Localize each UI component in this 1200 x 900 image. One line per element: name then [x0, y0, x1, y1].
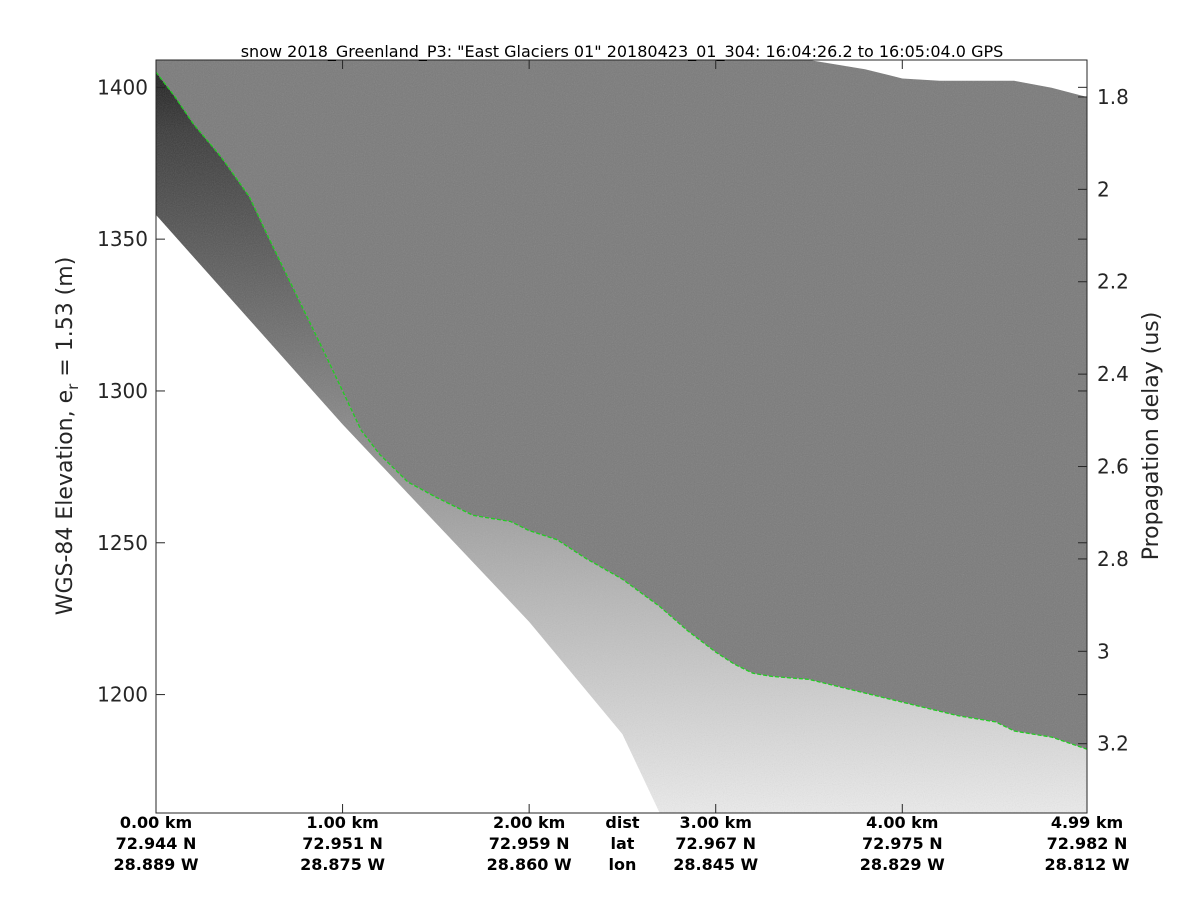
row-label-lat: lat [610, 834, 634, 853]
right-tick-label: 1.8 [1097, 85, 1129, 109]
x-tick-dist-label: 4.00 km [866, 813, 938, 832]
x-tick-dist-label: 0.00 km [120, 813, 192, 832]
left-axis-ticks: 1200 1250 1300 1350 1400 [97, 75, 1087, 707]
x-tick-lat-label: 72.959 N [489, 834, 570, 853]
x-tick-lon-label: 28.889 W [114, 855, 199, 874]
row-label-dist: dist [605, 813, 639, 832]
right-tick-label: 2.4 [1097, 362, 1129, 386]
no-data-bottom-region [156, 214, 1087, 813]
row-label-lon: lon [608, 855, 636, 874]
left-tick-label: 1250 [97, 531, 148, 555]
right-axis-ticks: 1.8 2 2.2 2.4 2.6 2.8 3 3.2 [1078, 85, 1129, 756]
right-tick-label: 3.2 [1097, 732, 1129, 756]
chart-title: snow 2018_Greenland_P3: "East Glaciers 0… [241, 42, 1004, 62]
x-tick-lon-label: 28.875 W [300, 855, 385, 874]
x-tick-dist-label: 1.00 km [306, 813, 378, 832]
x-tick-lon-label: 28.829 W [860, 855, 945, 874]
x-tick-dist-label: 2.00 km [493, 813, 565, 832]
right-tick-label: 2.2 [1097, 270, 1129, 294]
right-axis-label: Propagation delay (us) [1139, 312, 1164, 561]
x-tick-lat-label: 72.944 N [116, 834, 197, 853]
x-tick-lon-label: 28.845 W [673, 855, 758, 874]
right-tick-label: 3 [1097, 639, 1110, 663]
right-tick-label: 2.6 [1097, 455, 1129, 479]
x-tick-lat-label: 72.967 N [675, 834, 756, 853]
no-data-top-region [156, 60, 1087, 97]
x-tick-dist-label: 4.99 km [1051, 813, 1123, 832]
left-tick-label: 1200 [97, 683, 148, 707]
x-tick-lon-label: 28.812 W [1045, 855, 1130, 874]
x-tick-lat-label: 72.982 N [1047, 834, 1128, 853]
x-tick-dist-label: 3.00 km [680, 813, 752, 832]
x-tick-lat-label: 72.975 N [862, 834, 943, 853]
right-tick-label: 2.8 [1097, 547, 1129, 571]
left-tick-label: 1400 [97, 75, 148, 99]
x-tick-lon-label: 28.860 W [487, 855, 572, 874]
left-tick-label: 1300 [97, 379, 148, 403]
left-tick-label: 1350 [97, 227, 148, 251]
plot-frame [155, 59, 1088, 814]
left-axis-label: WGS-84 Elevation, er = 1.53 (m) [53, 257, 82, 616]
x-tick-lat-label: 72.951 N [302, 834, 383, 853]
surface-pick-line [156, 71, 1087, 750]
bottom-axis-ticks: 0.00 km 72.944 N 28.889 W 1.00 km 72.951 N 28… [114, 60, 1130, 874]
right-tick-label: 2 [1097, 177, 1110, 201]
